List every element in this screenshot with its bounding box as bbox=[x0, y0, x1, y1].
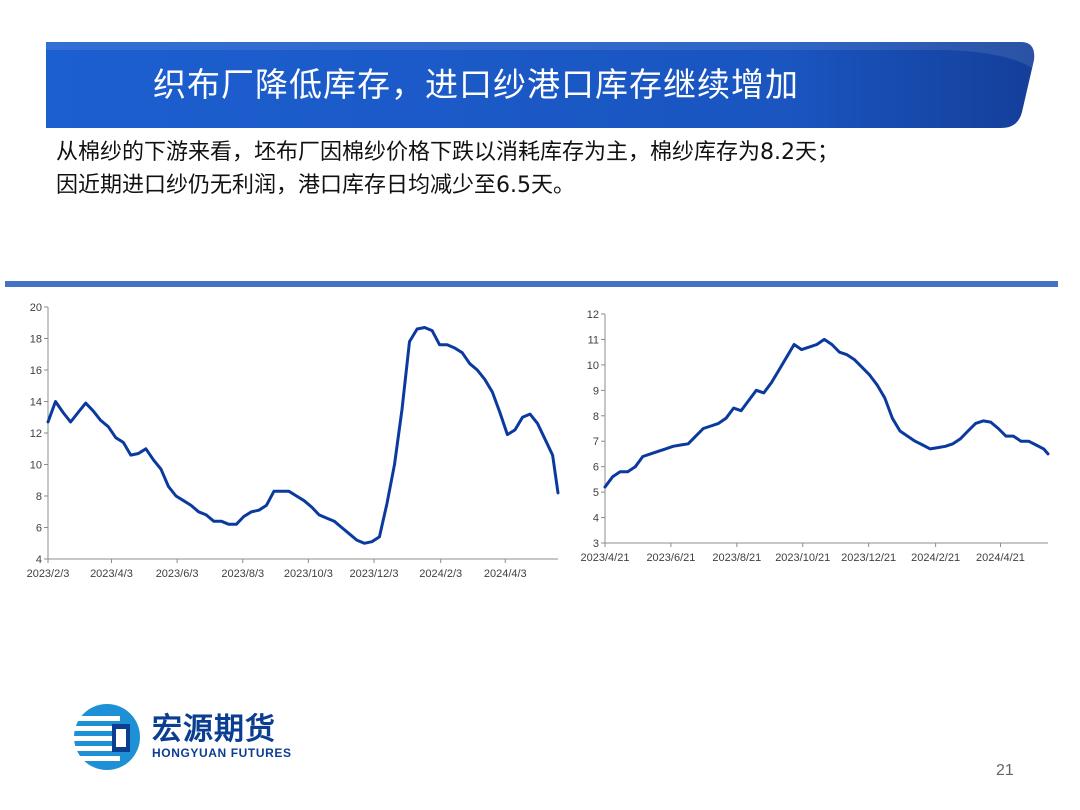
left-chart-y-tick-label: 10 bbox=[30, 460, 42, 472]
hongyuan-logo-icon bbox=[74, 704, 140, 770]
right-chart-x-tick-label: 2023/6/21 bbox=[646, 552, 695, 564]
logo-name-cn: 宏源期货 bbox=[152, 712, 276, 747]
right-chart-x-tick-label: 2024/4/21 bbox=[976, 552, 1025, 564]
right-chart-x-tick-label: 2023/8/21 bbox=[712, 552, 761, 564]
right-chart-y-tick-label: 11 bbox=[588, 334, 599, 346]
right-chart-y-tick-label: 10 bbox=[587, 360, 599, 372]
right-chart-y-tick-label: 9 bbox=[593, 385, 599, 397]
left-chart-x-tick-label: 2023/2/3 bbox=[27, 568, 70, 580]
section-divider bbox=[5, 281, 1058, 287]
right-chart-x-tick-label: 2023/12/21 bbox=[841, 552, 896, 564]
left-chart-x-tick-label: 2023/12/3 bbox=[350, 568, 399, 580]
right-chart-y-tick-label: 6 bbox=[593, 462, 599, 474]
logo-name-en: HONGYUAN FUTURES bbox=[152, 746, 292, 760]
right-chart-y-tick-label: 7 bbox=[593, 436, 599, 448]
left-chart-y-tick-label: 14 bbox=[30, 397, 42, 409]
left-chart-y-tick-label: 8 bbox=[36, 491, 42, 503]
left-chart-x-tick-label: 2023/4/3 bbox=[90, 568, 133, 580]
right-chart-series-line-0 bbox=[603, 337, 1050, 489]
left-chart-y-tick-label: 16 bbox=[30, 365, 42, 377]
right-chart-x-tick-label: 2023/4/21 bbox=[581, 552, 630, 564]
title-banner: 织布厂降低库存，进口纱港口库存继续增加 bbox=[46, 42, 1036, 128]
right-chart-y-tick-label: 4 bbox=[593, 513, 599, 525]
company-logo: 宏源期货 HONGYUAN FUTURES bbox=[72, 702, 322, 772]
right-chart-y-tick-label: 5 bbox=[593, 487, 599, 499]
chart-left-svg: 4 6 8 10 12 14 16 18 20 2023/2/3 2023/4/3 2023/6/3 2… bbox=[27, 302, 560, 580]
left-chart-x-tick-label: 2023/8/3 bbox=[221, 568, 264, 580]
chart-right-svg: 3 4 5 6 7 8 9 10 11 12 2023/4/21 2023/6/21 2023/8/21… bbox=[581, 309, 1050, 564]
summary-line-1: 从棉纱的下游来看，坯布厂因棉纱价格下跌以消耗库存为主，棉纱库存为8.2天； bbox=[56, 140, 839, 165]
right-chart-x-tick-label: 2023/10/21 bbox=[775, 552, 830, 564]
port-yarn-inventory-chart: 3 4 5 6 7 8 9 10 11 12 2023/4/21 2023/6/21 2023/8/21… bbox=[570, 300, 1050, 570]
title-banner-shape bbox=[46, 42, 1035, 128]
left-chart-x-tick-label: 2023/6/3 bbox=[156, 568, 199, 580]
left-chart-x-tick-label: 2024/4/3 bbox=[484, 568, 527, 580]
left-chart-y-tick-label: 12 bbox=[30, 428, 42, 440]
left-chart-series-line-0 bbox=[46, 326, 560, 545]
page-number: 21 bbox=[996, 762, 1014, 779]
fabric-mill-yarn-inventory-chart: 4 6 8 10 12 14 16 18 20 2023/2/3 2023/4/3 2023/6/3 2… bbox=[10, 296, 570, 586]
slide-title: 织布厂降低库存，进口纱港口库存继续增加 bbox=[153, 65, 799, 104]
right-chart-x-tick-label: 2024/2/21 bbox=[911, 552, 960, 564]
summary-line-2: 因近期进口纱仍无利润，港口库存日均减少至6.5天。 bbox=[56, 173, 575, 198]
right-chart-y-tick-label: 8 bbox=[593, 411, 599, 423]
right-chart-y-tick-label: 3 bbox=[593, 538, 599, 550]
left-chart-y-tick-label: 20 bbox=[30, 302, 42, 314]
left-chart-y-tick-label: 4 bbox=[36, 554, 42, 566]
left-chart-y-tick-label: 18 bbox=[30, 334, 42, 346]
right-chart-y-tick-label: 12 bbox=[587, 309, 599, 321]
left-chart-x-tick-label: 2023/10/3 bbox=[284, 568, 333, 580]
summary-text: 从棉纱的下游来看，坯布厂因棉纱价格下跌以消耗库存为主，棉纱库存为8.2天； 因近… bbox=[56, 136, 1046, 202]
left-chart-y-tick-label: 6 bbox=[36, 523, 42, 535]
left-chart-x-tick-label: 2024/2/3 bbox=[419, 568, 462, 580]
